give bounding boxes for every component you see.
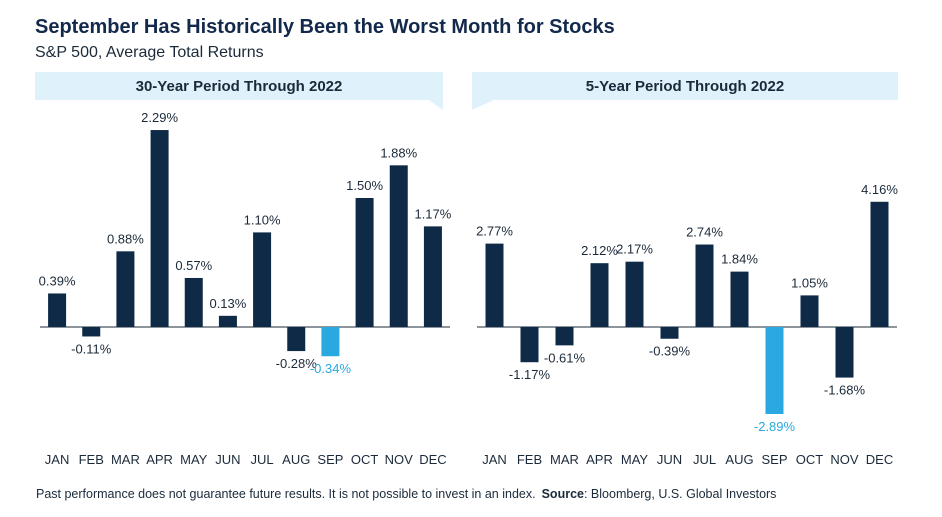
data-label: 4.16% <box>861 182 898 197</box>
disclaimer-text: Past performance does not guarantee futu… <box>36 487 536 501</box>
bar-aug <box>730 271 749 327</box>
bar-jul <box>695 244 714 327</box>
charts-canvas: 30-Year Period Through 2022 0.39% JAN -0.11… <box>35 72 898 467</box>
x-tick-label: MAY <box>621 452 649 467</box>
x-tick-label: JUL <box>251 452 274 467</box>
x-tick-label: APR <box>146 452 173 467</box>
data-label: -0.28% <box>276 356 318 371</box>
data-label: 1.84% <box>721 252 758 267</box>
data-label: -1.17% <box>509 367 551 382</box>
footer-note: Past performance does not guarantee futu… <box>36 487 776 501</box>
data-label: -2.89% <box>754 419 796 434</box>
data-label: -0.11% <box>71 341 112 356</box>
bar-jun <box>218 315 237 327</box>
data-label: 1.17% <box>414 206 451 221</box>
x-tick-label: JUN <box>215 452 240 467</box>
data-label: 2.12% <box>581 243 618 258</box>
data-label: 1.05% <box>791 275 828 290</box>
data-label: 1.50% <box>346 178 383 193</box>
bar-mar <box>116 251 135 327</box>
data-label: -1.68% <box>824 383 866 398</box>
data-label: -0.61% <box>544 350 586 365</box>
panel-title: 5-Year Period Through 2022 <box>586 78 784 95</box>
bar-may <box>625 261 644 327</box>
bar-oct <box>800 295 819 327</box>
x-tick-label: FEB <box>79 452 104 467</box>
data-label: 0.57% <box>175 258 212 273</box>
data-label: -0.34% <box>310 361 352 376</box>
panel-banner <box>35 72 443 110</box>
bar-apr <box>150 130 169 327</box>
x-tick-label: MAY <box>180 452 208 467</box>
data-label: 2.17% <box>616 242 653 257</box>
x-tick-label: AUG <box>282 452 310 467</box>
x-tick-label: APR <box>586 452 613 467</box>
bar-nov <box>389 165 408 327</box>
x-tick-label: NOV <box>830 452 859 467</box>
data-label: -0.39% <box>649 344 691 359</box>
chart-subtitle: S&P 500, Average Total Returns <box>35 44 264 61</box>
data-label: 1.88% <box>380 145 417 160</box>
chart-title: September Has Historically Been the Wors… <box>35 16 615 38</box>
bar-dec <box>423 226 442 327</box>
bar-feb <box>82 327 101 337</box>
bar-jul <box>253 232 272 327</box>
bar-apr <box>590 263 609 327</box>
x-tick-label: JUL <box>693 452 716 467</box>
bar-jan <box>485 243 504 327</box>
data-label: 1.10% <box>244 212 281 227</box>
x-tick-label: MAR <box>550 452 579 467</box>
data-label: 2.77% <box>476 224 513 239</box>
bar-sep <box>321 327 340 357</box>
x-tick-label: JAN <box>45 452 70 467</box>
x-tick-label: MAR <box>111 452 140 467</box>
bar-jun <box>660 327 679 339</box>
x-tick-label: NOV <box>385 452 414 467</box>
panel-title: 30-Year Period Through 2022 <box>136 78 343 95</box>
x-tick-label: OCT <box>796 452 824 467</box>
panel-banner <box>472 72 898 110</box>
data-label: 0.13% <box>209 296 246 311</box>
x-tick-label: SEP <box>761 452 787 467</box>
bar-sep <box>765 327 784 414</box>
x-tick-label: DEC <box>419 452 446 467</box>
bar-mar <box>555 327 574 346</box>
x-tick-label: DEC <box>866 452 893 467</box>
data-label: 0.39% <box>39 273 76 288</box>
x-tick-label: AUG <box>725 452 753 467</box>
x-tick-label: FEB <box>517 452 542 467</box>
x-tick-label: JUN <box>657 452 682 467</box>
bar-aug <box>287 327 306 352</box>
x-tick-label: OCT <box>351 452 379 467</box>
bar-nov <box>835 327 854 378</box>
x-tick-label: JAN <box>482 452 507 467</box>
data-label: 0.88% <box>107 231 144 246</box>
data-label: 2.74% <box>686 225 723 240</box>
bar-jan <box>48 293 67 327</box>
source-label: Source <box>541 487 584 501</box>
bar-oct <box>355 198 374 327</box>
source-text: : Bloomberg, U.S. Global Investors <box>583 487 777 501</box>
x-tick-label: SEP <box>317 452 343 467</box>
data-label: 2.29% <box>141 110 178 125</box>
bar-may <box>184 277 203 327</box>
bar-feb <box>520 327 539 363</box>
bar-dec <box>870 201 889 327</box>
